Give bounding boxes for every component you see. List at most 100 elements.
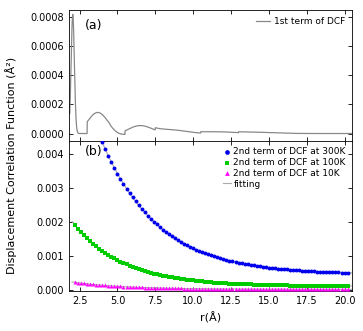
2nd term of DCF at 10K [93, 282, 99, 287]
Text: (b): (b) [85, 145, 102, 158]
2nd term of DCF at 10K [299, 287, 305, 292]
2nd term of DCF at 100K [263, 282, 269, 288]
2nd term of DCF at 10K [130, 284, 135, 290]
2nd term of DCF at 300K [220, 257, 226, 262]
fitting [119, 179, 124, 183]
2nd term of DCF at 10K [239, 286, 245, 292]
2nd term of DCF at 10K [102, 283, 108, 288]
2nd term of DCF at 300K [236, 260, 241, 265]
2nd term of DCF at 300K [124, 186, 130, 191]
2nd term of DCF at 300K [278, 266, 284, 271]
2nd term of DCF at 300K [290, 267, 296, 273]
2nd term of DCF at 300K [233, 260, 238, 265]
2nd term of DCF at 300K [314, 269, 320, 274]
X-axis label: r(Å): r(Å) [200, 312, 221, 323]
2nd term of DCF at 10K [109, 283, 114, 289]
2nd term of DCF at 10K [163, 286, 169, 291]
2nd term of DCF at 300K [275, 266, 281, 271]
2nd term of DCF at 300K [184, 243, 190, 248]
2nd term of DCF at 300K [114, 171, 120, 176]
2nd term of DCF at 100K [87, 238, 93, 244]
2nd term of DCF at 300K [269, 265, 275, 271]
2nd term of DCF at 100K [205, 279, 211, 285]
2nd term of DCF at 100K [96, 246, 102, 251]
2nd term of DCF at 10K [342, 287, 347, 292]
2nd term of DCF at 100K [311, 283, 317, 289]
2nd term of DCF at 10K [166, 286, 172, 291]
2nd term of DCF at 300K [99, 140, 105, 145]
2nd term of DCF at 100K [211, 280, 217, 285]
2nd term of DCF at 300K [133, 199, 139, 204]
2nd term of DCF at 100K [121, 260, 126, 265]
2nd term of DCF at 300K [330, 269, 335, 275]
2nd term of DCF at 300K [317, 269, 323, 274]
2nd term of DCF at 10K [236, 286, 241, 292]
2nd term of DCF at 100K [178, 276, 184, 282]
2nd term of DCF at 10K [81, 281, 87, 286]
2nd term of DCF at 10K [139, 285, 144, 290]
2nd term of DCF at 10K [199, 286, 205, 291]
2nd term of DCF at 10K [272, 287, 278, 292]
2nd term of DCF at 10K [178, 286, 184, 291]
fitting [350, 271, 354, 275]
2nd term of DCF at 100K [217, 280, 223, 286]
2nd term of DCF at 300K [293, 267, 299, 273]
2nd term of DCF at 100K [275, 283, 281, 288]
2nd term of DCF at 300K [296, 268, 302, 273]
2nd term of DCF at 100K [239, 281, 245, 287]
2nd term of DCF at 10K [114, 284, 120, 289]
2nd term of DCF at 10K [233, 286, 238, 292]
fitting [142, 210, 146, 213]
2nd term of DCF at 300K [142, 210, 148, 215]
2nd term of DCF at 300K [181, 241, 187, 246]
2nd term of DCF at 300K [260, 264, 266, 269]
2nd term of DCF at 300K [90, 117, 96, 122]
2nd term of DCF at 300K [263, 264, 269, 270]
2nd term of DCF at 300K [202, 251, 208, 256]
2nd term of DCF at 300K [339, 270, 344, 275]
2nd term of DCF at 300K [308, 268, 314, 274]
fitting [196, 249, 201, 253]
2nd term of DCF at 100K [296, 283, 302, 288]
2nd term of DCF at 10K [296, 287, 302, 292]
2nd term of DCF at 10K [136, 285, 142, 290]
2nd term of DCF at 100K [154, 272, 160, 277]
2nd term of DCF at 100K [342, 283, 347, 289]
fitting [235, 260, 239, 264]
2nd term of DCF at 100K [99, 248, 105, 253]
2nd term of DCF at 100K [317, 283, 323, 289]
fitting [281, 267, 285, 271]
2nd term of DCF at 300K [299, 268, 305, 273]
2nd term of DCF at 100K [72, 222, 78, 228]
2nd term of DCF at 300K [326, 269, 332, 275]
2nd term of DCF at 300K [72, 57, 78, 62]
2nd term of DCF at 300K [248, 262, 254, 268]
2nd term of DCF at 300K [121, 181, 126, 187]
2nd term of DCF at 300K [178, 239, 184, 245]
2nd term of DCF at 10K [99, 283, 105, 288]
2nd term of DCF at 100K [184, 277, 190, 282]
2nd term of DCF at 10K [339, 287, 344, 292]
2nd term of DCF at 100K [229, 281, 235, 286]
2nd term of DCF at 300K [96, 132, 102, 138]
2nd term of DCF at 300K [242, 261, 248, 266]
2nd term of DCF at 300K [302, 268, 308, 273]
2nd term of DCF at 10K [154, 285, 160, 291]
2nd term of DCF at 100K [266, 282, 272, 288]
2nd term of DCF at 300K [272, 266, 278, 271]
2nd term of DCF at 10K [127, 284, 132, 290]
2nd term of DCF at 10K [105, 283, 111, 288]
2nd term of DCF at 300K [111, 165, 117, 170]
2nd term of DCF at 300K [239, 261, 245, 266]
2nd term of DCF at 300K [93, 124, 99, 130]
2nd term of DCF at 300K [118, 176, 123, 181]
2nd term of DCF at 100K [93, 244, 99, 249]
2nd term of DCF at 100K [160, 273, 166, 278]
2nd term of DCF at 10K [227, 286, 232, 292]
2nd term of DCF at 300K [215, 255, 220, 260]
2nd term of DCF at 300K [284, 267, 290, 272]
2nd term of DCF at 10K [311, 287, 317, 292]
2nd term of DCF at 300K [187, 244, 193, 250]
2nd term of DCF at 100K [187, 277, 193, 283]
2nd term of DCF at 300K [311, 269, 317, 274]
